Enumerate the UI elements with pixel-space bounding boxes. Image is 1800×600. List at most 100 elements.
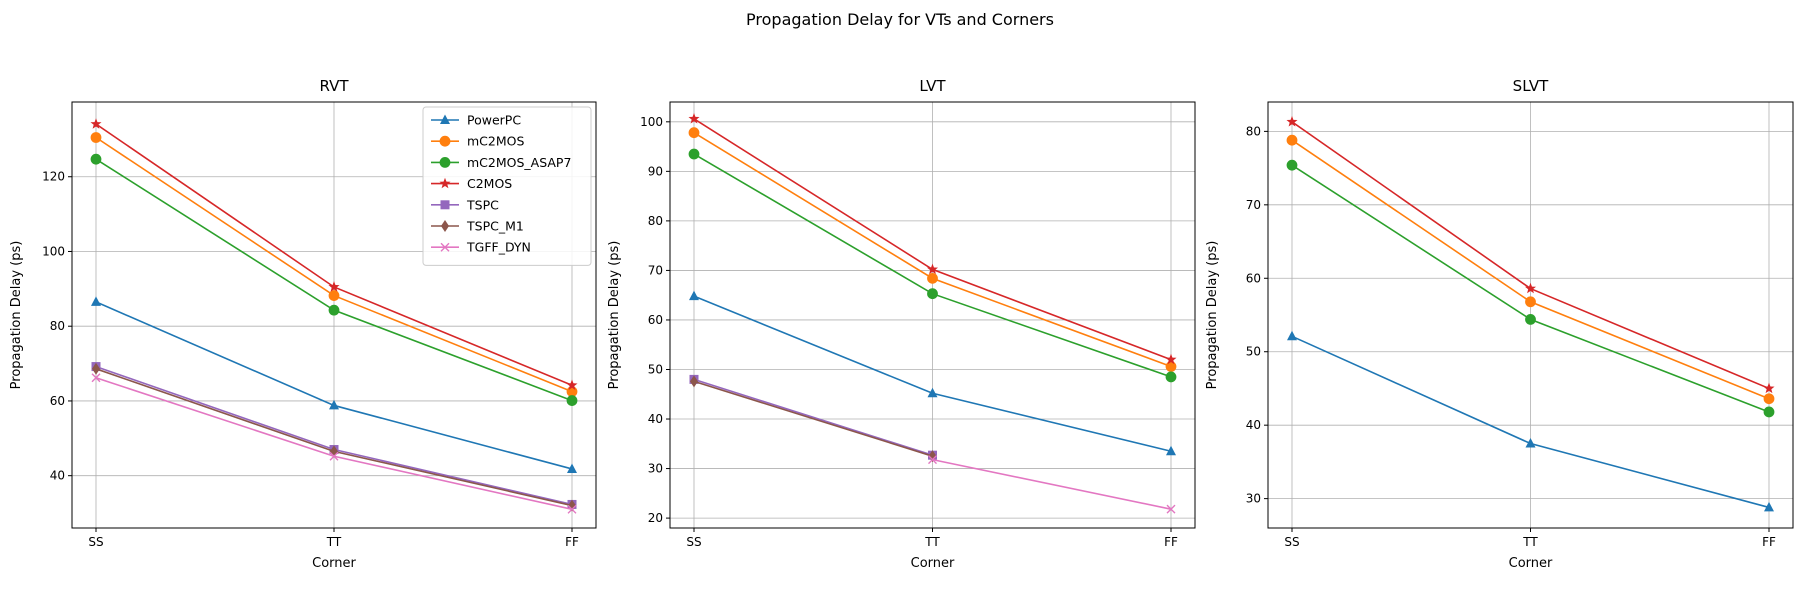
x-tick-label: FF	[1164, 535, 1178, 549]
data-point-mc2mos	[328, 290, 340, 301]
series-line-tgff-dyn	[932, 458, 1172, 510]
data-point-mc2mos-asap7	[688, 148, 700, 160]
y-axis-label: Propagation Delay (ps)	[9, 241, 24, 390]
x-axis-label: Corner	[1509, 556, 1553, 571]
data-point-c2mos	[1763, 382, 1775, 394]
legend-label-powerpc: PowerPC	[467, 113, 521, 128]
chart-panel-slvt: 30 40 50 60 70 80 SS TT FF SLVT Corner Propagation …	[1205, 77, 1794, 571]
y-tick-label: 70	[648, 263, 663, 277]
y-tick-label: 50	[1246, 345, 1261, 359]
legend: PowerPC mC2MOS mC2MOS_ASAP7 C2MOS TSPC TSPC_M…	[422, 106, 592, 266]
y-tick-label: 20	[648, 511, 663, 525]
series-line-tspc	[693, 378, 933, 456]
data-point-mc2mos	[1165, 361, 1177, 372]
data-point-powerpc	[91, 296, 101, 306]
data-point-powerpc	[1525, 438, 1536, 448]
series-mc2mos-asap7	[90, 153, 578, 406]
data-point-mc2mos-asap7	[566, 395, 578, 406]
y-tick-label: 80	[648, 214, 663, 228]
x-tick-label: FF	[1762, 535, 1776, 549]
series-c2mos	[1286, 116, 1775, 394]
data-point-c2mos	[1165, 353, 1177, 365]
data-point-powerpc	[1287, 330, 1297, 341]
series-line-tspc-m1	[693, 380, 933, 457]
data-point-tgff-dyn	[91, 373, 101, 383]
data-point-powerpc	[689, 290, 699, 301]
legend-label-tspc: TSPC	[466, 197, 499, 212]
data-point-mc2mos-asap7	[1763, 406, 1775, 418]
data-point-mc2mos	[1763, 393, 1775, 405]
x-tick-label: SS	[88, 535, 103, 549]
x-axis-label: Corner	[911, 556, 955, 571]
x-tick-label: TT	[326, 535, 342, 549]
data-point-mc2mos	[90, 132, 102, 143]
series-c2mos	[90, 118, 578, 390]
y-tick-label: 40	[1246, 418, 1261, 432]
legend-marker-c2mos	[439, 177, 451, 189]
legend-label-c2mos: C2MOS	[467, 176, 512, 191]
data-point-tgff-dyn	[567, 504, 577, 514]
y-axis-label: Propagation Delay (ps)	[1205, 241, 1220, 390]
data-point-powerpc	[927, 387, 938, 398]
data-point-powerpc	[1166, 445, 1176, 456]
x-tick-label: FF	[565, 535, 579, 549]
chart-panels: 40 60 80 100 120 SS TT FF RVT Corner Propagation D…	[9, 77, 1794, 571]
figure-title: Propagation Delay for VTs and Corners	[746, 10, 1054, 29]
data-point-tgff-dyn	[329, 451, 339, 461]
chart-title: RVT	[319, 77, 349, 95]
data-point-mc2mos	[927, 272, 938, 284]
legend-marker-mc2mos-asap7	[439, 156, 451, 168]
legend-label-mc2mos-asap7: mC2MOS_ASAP7	[467, 155, 571, 170]
data-point-c2mos	[688, 113, 700, 124]
series-powerpc	[689, 290, 1176, 456]
legend-box	[422, 106, 592, 266]
y-tick-label: 90	[648, 164, 663, 178]
series-mc2mos-asap7	[688, 148, 1177, 383]
series-powerpc	[1287, 330, 1774, 512]
series-powerpc	[91, 296, 577, 473]
y-tick-label: 40	[648, 412, 663, 426]
legend-item-mc2mos-asap7: mC2MOS_ASAP7	[431, 155, 571, 170]
legend-item-tgff-dyn: TGFF_DYN	[431, 240, 531, 255]
legend-label-mc2mos: mC2MOS	[467, 134, 524, 149]
x-tick-label: TT	[924, 535, 940, 549]
y-tick-label: 30	[648, 462, 663, 476]
series-tgff-dyn	[91, 373, 577, 514]
y-tick-label: 60	[1246, 271, 1261, 285]
data-point-mc2mos-asap7	[90, 153, 102, 165]
data-point-c2mos	[1286, 116, 1298, 127]
data-point-tspc-m1	[92, 362, 100, 375]
x-axis-label: Corner	[312, 556, 356, 571]
data-point-powerpc	[567, 463, 577, 473]
legend-label-tgff-dyn: TGFF_DYN	[466, 240, 531, 255]
legend-item-tspc-m1: TSPC_M1	[431, 219, 524, 234]
legend-marker-powerpc	[440, 114, 450, 124]
data-point-c2mos	[328, 281, 340, 292]
data-point-mc2mos-asap7	[328, 304, 340, 316]
series-tspc	[689, 374, 937, 460]
y-axis-label: Propagation Delay (ps)	[607, 241, 622, 390]
data-point-tgff-dyn	[928, 455, 937, 465]
series-mc2mos	[1286, 134, 1775, 405]
data-point-mc2mos-asap7	[1525, 314, 1536, 325]
data-point-mc2mos-asap7	[1286, 159, 1298, 171]
y-tick-label: 80	[1246, 124, 1261, 138]
data-point-mc2mos	[1525, 296, 1536, 308]
data-point-powerpc	[1764, 501, 1774, 512]
data-point-tgff-dyn	[1166, 504, 1176, 514]
data-point-c2mos	[1524, 282, 1537, 294]
data-point-c2mos	[90, 118, 102, 129]
data-point-mc2mos	[1286, 134, 1298, 146]
series-tspc-m1	[690, 375, 937, 463]
x-tick-label: SS	[1284, 535, 1299, 549]
y-tick-label: 100	[640, 115, 663, 129]
y-tick-label: 100	[42, 244, 65, 258]
legend-item-c2mos: C2MOS	[431, 176, 512, 191]
chart-panel-rvt: 40 60 80 100 120 SS TT FF RVT Corner Propagation D…	[9, 77, 597, 571]
y-tick-label: 60	[648, 313, 663, 327]
legend-marker-mc2mos	[439, 135, 451, 147]
data-point-mc2mos	[688, 127, 700, 139]
data-point-mc2mos	[566, 386, 578, 398]
data-point-c2mos	[566, 379, 578, 390]
